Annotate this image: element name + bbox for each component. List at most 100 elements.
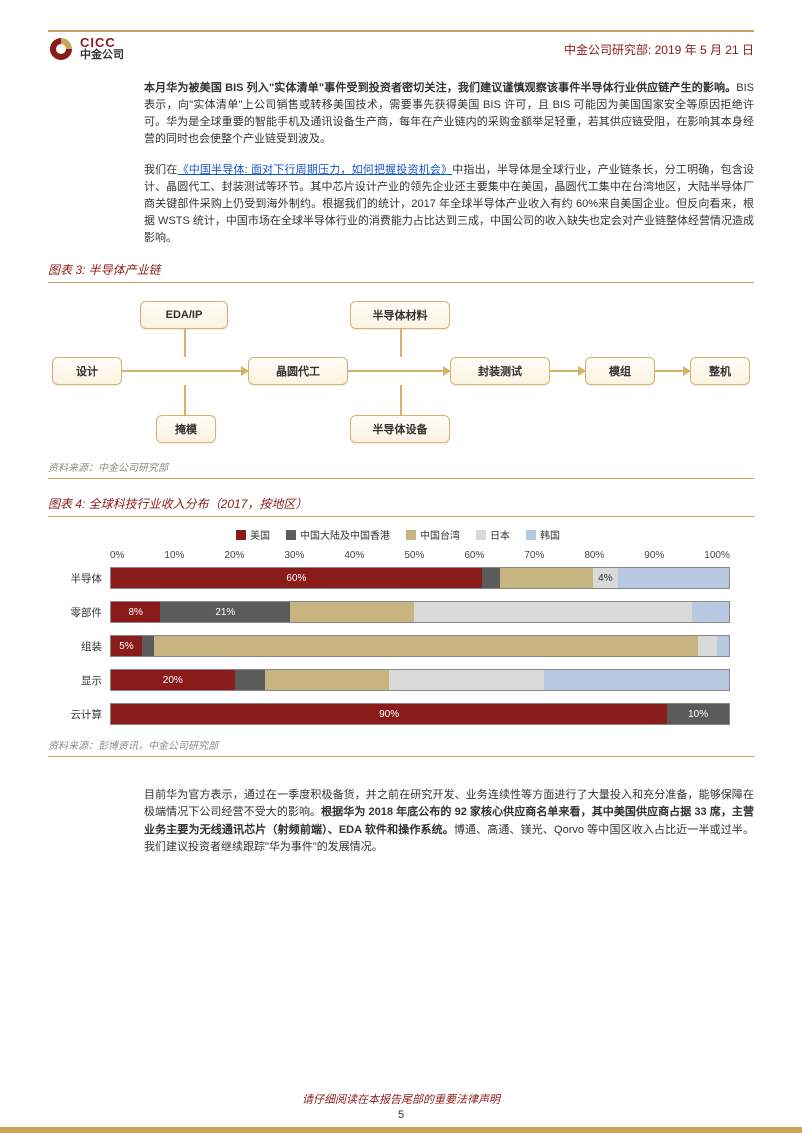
bar-segment [698,636,717,656]
flowchart-connector [400,329,402,357]
bar-segment [692,602,729,622]
header-rule-top [48,30,754,32]
xaxis-tick: 40% [344,550,364,561]
legend-item: 美国 [236,527,270,542]
chart3-flowchart: EDA/IP 半导体材料设计 晶圆代工 封装测试 模组 整机掩模 半导体设备 [50,293,750,453]
flowchart-arrow [348,370,450,372]
flowchart-connector [184,385,186,415]
bar-row-label: 零部件 [50,605,102,620]
bar-segment: 4% [593,568,618,588]
legend-label: 韩国 [540,527,560,542]
xaxis-tick: 0% [110,550,124,561]
bar-segment: 8% [111,602,160,622]
logo-block: CICC 中金公司 [48,36,124,62]
xaxis-tick: 70% [524,550,544,561]
flowchart-node-foundry: 晶圆代工 [248,357,348,385]
xaxis-tick: 20% [224,550,244,561]
bar-segment [235,670,266,690]
chart3-source-rule [48,478,754,479]
bar-segment: 90% [111,704,667,724]
bar-segment [142,636,154,656]
p2-rest: 中指出，半导体是全球行业，产业链条长，分工明确，包含设计、晶圆代工、封装测试等环… [144,164,754,244]
bar-track: 20% [110,669,730,691]
report-link[interactable]: 《中国半导体: 面对下行周期压力，如何把握投资机会》 [178,164,453,176]
legend-swatch [476,530,486,540]
chart4-legend: 美国中国大陆及中国香港中国台湾日本韩国 [50,527,746,542]
bar-row: 半导体60%4% [110,567,730,589]
bar-row: 云计算90%10% [110,703,730,725]
bar-segment: 60% [111,568,482,588]
paragraph-1: 本月华为被美国 BIS 列入"实体清单"事件受到投资者密切关注，我们建议谨慎观察… [144,80,754,148]
xaxis-tick: 10% [164,550,184,561]
legend-swatch [526,530,536,540]
legend-swatch [236,530,246,540]
bar-segment: 21% [160,602,290,622]
flowchart-node-packaging: 封装测试 [450,357,550,385]
xaxis-tick: 30% [284,550,304,561]
header-bar: CICC 中金公司 中金公司研究部: 2019 年 5 月 21 日 [48,36,754,62]
logo-text-cn: 中金公司 [80,50,124,62]
header-dateline: 中金公司研究部: 2019 年 5 月 21 日 [564,41,754,58]
xaxis-tick: 90% [644,550,664,561]
paragraph-2: 我们在《中国半导体: 面对下行周期压力，如何把握投资机会》中指出，半导体是全球行… [144,162,754,247]
chart4-xaxis: 0%10%20%30%40%50%60%70%80%90%100% [110,550,730,561]
bar-segment [414,602,692,622]
bar-track: 90%10% [110,703,730,725]
flowchart-node-equipment: 半导体设备 [350,415,450,443]
chart3-caption: 图表 3: 半导体产业链 [48,261,754,278]
chart4-barchart: 美国中国大陆及中国香港中国台湾日本韩国 0%10%20%30%40%50%60%… [50,527,746,725]
chart4-source-rule [48,756,754,757]
flowchart-node-edaip: EDA/IP [140,301,228,329]
bar-segment [154,636,698,656]
footer-bar [0,1127,802,1133]
flowchart-node-material: 半导体材料 [350,301,450,329]
bar-track: 5% [110,635,730,657]
bar-segment: 10% [667,704,729,724]
chart4-caption-rule [48,516,754,517]
legend-swatch [286,530,296,540]
bar-row: 显示20% [110,669,730,691]
bar-segment [290,602,414,622]
flowchart-node-system: 整机 [690,357,750,385]
chart3-caption-rule [48,282,754,283]
bar-segment: 20% [111,670,235,690]
chart3-source: 资料来源：中金公司研究部 [48,459,754,474]
footer-disclaimer: 请仔细阅读在本报告尾部的重要法律声明 [0,1091,802,1107]
legend-label: 日本 [490,527,510,542]
page-number: 5 [0,1109,802,1121]
xaxis-tick: 60% [464,550,484,561]
bar-track: 8%21% [110,601,730,623]
xaxis-tick: 80% [584,550,604,561]
bar-segment [717,636,729,656]
bar-row: 零部件8%21% [110,601,730,623]
bar-row-label: 半导体 [50,571,102,586]
legend-label: 美国 [250,527,270,542]
bar-segment [389,670,544,690]
xaxis-tick: 100% [704,550,730,561]
flowchart-arrow [550,370,585,372]
flowchart-node-module: 模组 [585,357,655,385]
bar-row-label: 云计算 [50,707,102,722]
bar-row-label: 显示 [50,673,102,688]
chart4-source: 资料来源：彭博资讯，中金公司研究部 [48,737,754,752]
flowchart-connector [400,385,402,415]
bar-segment [482,568,501,588]
cicc-logo-icon [48,36,74,62]
bar-segment [618,568,729,588]
flowchart-node-design: 设计 [52,357,122,385]
legend-item: 韩国 [526,527,560,542]
bar-row-label: 组装 [50,639,102,654]
bar-segment: 5% [111,636,142,656]
logo-text-en: CICC [80,36,124,50]
bar-segment [265,670,389,690]
bar-row: 组装5% [110,635,730,657]
p2-prefix: 我们在 [144,164,178,176]
bar-track: 60% 4% [110,567,730,589]
flowchart-node-mask: 掩模 [156,415,216,443]
legend-item: 日本 [476,527,510,542]
legend-item: 中国大陆及中国香港 [286,527,390,542]
paragraph-3: 目前华为官方表示，通过在一季度积极备货，并之前在研究开发、业务连续性等方面进行了… [144,787,754,855]
legend-label: 中国大陆及中国香港 [300,527,390,542]
p1-bold: 本月华为被美国 BIS 列入"实体清单"事件受到投资者密切关注，我们建议谨慎观察… [144,82,736,94]
legend-swatch [406,530,416,540]
